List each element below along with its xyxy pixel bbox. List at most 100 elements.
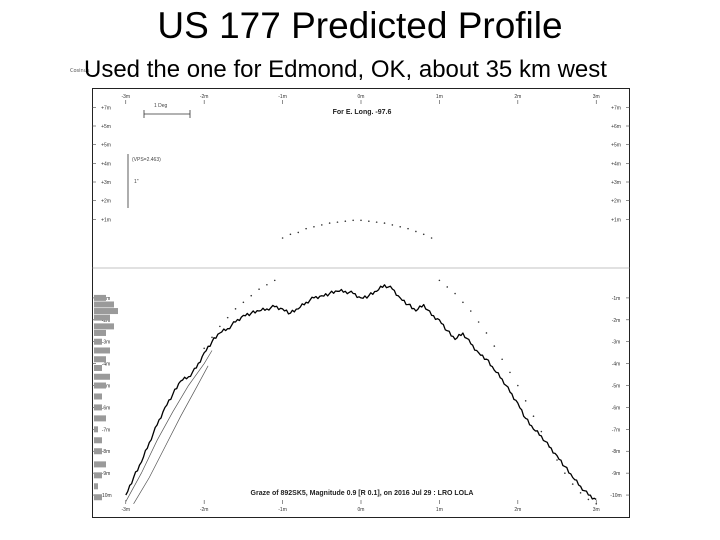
- x-tick-bottom-label: 3m: [593, 507, 600, 513]
- y-tick-left-label: +4m: [101, 161, 111, 167]
- limb-dot: [250, 294, 253, 297]
- histogram-bar: [94, 365, 102, 371]
- limb-dot: [430, 237, 433, 239]
- histogram-bar: [94, 426, 98, 433]
- scale-label: 1 Deg: [154, 103, 168, 109]
- x-tick-bottom-label: -1m: [278, 507, 287, 513]
- limb-dot: [375, 221, 378, 223]
- limb-dot: [273, 279, 276, 282]
- limb-dot: [234, 308, 237, 310]
- reference-curve: [133, 365, 209, 504]
- x-tick-bottom-label: 2m: [514, 507, 521, 513]
- arcsec-label: 1": [134, 179, 139, 185]
- x-tick-top-label: 3m: [593, 94, 600, 100]
- limb-dot: [399, 226, 402, 228]
- limb-dot: [368, 220, 370, 222]
- y-tick-left-label: +1m: [101, 217, 111, 223]
- histogram-bar: [94, 448, 102, 455]
- limb-dot: [540, 430, 543, 433]
- histogram-bar: [94, 314, 110, 321]
- y-tick-right-label: +3m: [611, 180, 621, 186]
- x-tick-top-label: 1m: [436, 94, 443, 100]
- y-tick-left-label: +5m: [101, 143, 111, 149]
- limb-dot: [556, 459, 558, 461]
- limb-dot: [352, 219, 354, 222]
- histogram-bar: [94, 329, 106, 336]
- y-tick-right-label: -7m: [612, 427, 621, 433]
- vps-label: (VPS=2.463): [132, 157, 161, 163]
- x-tick-top-label: 0m: [358, 94, 365, 100]
- corner-label: Cosinus: [70, 68, 90, 74]
- limb-dot: [469, 310, 472, 312]
- x-tick-top-label: 2m: [514, 94, 521, 100]
- limb-dot: [297, 231, 300, 234]
- histogram-bar: [94, 356, 106, 363]
- limb-dot: [313, 226, 315, 228]
- limb-dot: [344, 220, 347, 222]
- y-tick-left-label: +3m: [101, 180, 111, 186]
- y-tick-right-label: -2m: [612, 318, 621, 324]
- y-tick-right-label: +5m: [611, 143, 621, 149]
- limb-dot: [446, 286, 449, 288]
- limb-dot: [289, 233, 292, 236]
- y-tick-right-label: -3m: [612, 340, 621, 346]
- reference-curve: [125, 350, 213, 502]
- limb-dot: [336, 221, 339, 223]
- x-tick-bottom-label: 0m: [358, 507, 365, 513]
- x-tick-top-label: -2m: [200, 94, 209, 100]
- histogram-bar: [94, 308, 118, 315]
- y-tick-left-label: -7m: [102, 427, 111, 433]
- histogram-bar: [94, 461, 106, 468]
- limb-dot: [391, 224, 394, 226]
- limb-dot: [242, 301, 245, 304]
- limb-dot: [305, 227, 307, 230]
- x-tick-bottom-label: -3m: [121, 507, 130, 513]
- y-tick-right-label: -10m: [610, 493, 621, 499]
- histogram-bar: [94, 494, 102, 501]
- histogram-bar: [94, 483, 98, 490]
- limb-dot: [595, 503, 598, 505]
- x-tick-top-label: -1m: [278, 94, 287, 100]
- y-tick-right-label: -1m: [612, 296, 621, 302]
- slide-subtitle: Used the one for Edmond, OK, about 35 km…: [84, 56, 607, 83]
- graze-profile-chart: For E. Long. -97.6 Graze of 892SK5, Magn…: [92, 88, 630, 518]
- limb-dot: [203, 347, 205, 350]
- histogram-bar: [94, 323, 114, 330]
- limb-dot: [258, 288, 260, 290]
- y-tick-right-label: +2m: [611, 199, 621, 205]
- histogram-bar: [94, 301, 114, 308]
- y-tick-left-label: -10m: [100, 493, 111, 499]
- limb-dot: [360, 219, 362, 222]
- limb-dot: [383, 222, 386, 224]
- limb-dot: [517, 384, 519, 387]
- histogram-bar: [94, 472, 102, 479]
- limb-dot: [485, 332, 488, 334]
- limb-dot: [438, 279, 441, 282]
- histogram-bar: [94, 437, 102, 444]
- limb-dot: [462, 301, 464, 304]
- y-tick-left-label: -2m: [102, 318, 111, 324]
- limb-dot: [281, 237, 284, 239]
- histogram-bar: [94, 393, 102, 400]
- limb-dot: [564, 472, 566, 474]
- y-tick-left-label: -3m: [102, 340, 111, 346]
- y-tick-left-label: +5m: [101, 124, 111, 130]
- y-tick-right-label: -9m: [612, 471, 621, 477]
- histogram-bar: [94, 382, 106, 389]
- chart-header: For E. Long. -97.6: [333, 109, 392, 116]
- histogram-bar: [94, 415, 106, 422]
- limb-dot: [524, 400, 527, 402]
- limb-dot: [501, 358, 503, 361]
- limb-dot: [226, 316, 229, 319]
- chart-footer: Graze of 892SK5, Magnitude 0.9 [R 0.1], …: [251, 490, 474, 497]
- histogram-bar: [94, 338, 102, 345]
- limb-dot: [320, 224, 323, 226]
- y-tick-right-label: -5m: [612, 384, 621, 390]
- y-tick-right-label: +6m: [611, 124, 621, 130]
- limb-dot: [454, 292, 456, 295]
- y-tick-right-label: +1m: [611, 217, 621, 223]
- y-tick-left-label: -6m: [102, 405, 111, 411]
- y-tick-left-label: -8m: [102, 449, 111, 455]
- y-tick-right-label: +7m: [611, 105, 621, 111]
- limb-dot: [422, 233, 425, 236]
